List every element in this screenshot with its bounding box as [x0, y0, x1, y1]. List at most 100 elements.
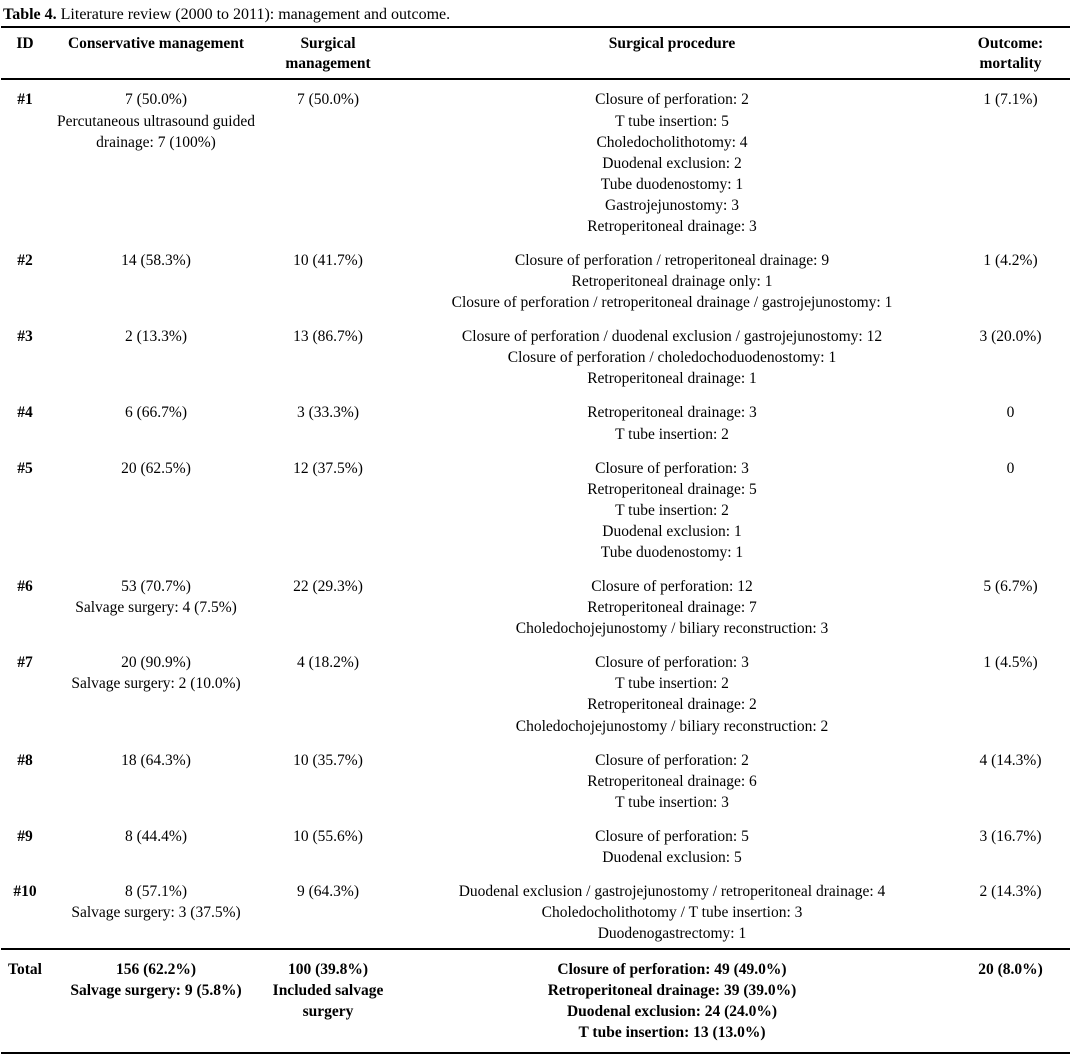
cell-procedures-line: Closure of perforation: 3: [595, 654, 749, 672]
column-header-conservative: Conservative management: [49, 27, 263, 81]
cell-id: #6: [17, 578, 33, 596]
cell-conservative: 6 (66.7%): [49, 393, 263, 448]
cell-surgical: 9 (64.3%): [263, 872, 393, 949]
cell-procedures-line: Retroperitoneal drainage: 3: [587, 404, 757, 422]
cell-procedures-line: Choledochojejunostomy / biliary reconstr…: [515, 717, 829, 735]
cell-outcome-line: 1 (4.2%): [983, 252, 1038, 270]
cell-id: #9: [17, 827, 33, 845]
cell-conservative: 2 (13.3%): [49, 317, 263, 393]
cell-procedures: Closure of perforation: 3 T tube insertio…: [393, 643, 951, 740]
column-header-id: ID: [1, 27, 49, 81]
table-row: #3 2 (13.3%) 13 (86.7%) Closure of perforat…: [1, 317, 1070, 393]
cell-outcome: 3 (20.0%): [951, 317, 1070, 393]
cell-conservative: 20 (90.9%) Salvage surgery: 2 (10.0%): [49, 643, 263, 740]
cell-conservative: 8 (57.1%) Salvage surgery: 3 (37.5%): [49, 872, 263, 949]
cell-procedures-line: Retroperitoneal drainage: 3: [587, 217, 757, 235]
cell-surgical-line: Included salvage surgery: [272, 982, 384, 1021]
cell-id: #10: [13, 882, 37, 900]
cell-surgical-line: 9 (64.3%): [297, 882, 359, 900]
cell-conservative-line: 7 (50.0%): [125, 91, 187, 109]
cell-surgical: 100 (39.8%) Included salvage surgery: [263, 948, 393, 1053]
cell-procedures-line: Retroperitoneal drainage: 2: [587, 696, 757, 714]
cell-procedures-line: Choledocholithotomy: 4: [596, 133, 748, 151]
cell-outcome-line: 3 (20.0%): [979, 328, 1042, 346]
table-caption-text: Literature review (2000 to 2011): manage…: [56, 6, 451, 23]
cell-procedures-line: T tube insertion: 2: [615, 675, 729, 693]
table-total-row: Total 156 (62.2%) Salvage surgery: 9 (5.8%…: [1, 948, 1070, 1053]
cell-procedures-line: Duodenal exclusion: 1: [602, 522, 742, 540]
cell-procedures-line: Closure of perforation / retroperitoneal…: [514, 252, 830, 270]
cell-procedures: Closure of perforation: 5 Duodenal exclus…: [393, 817, 951, 872]
cell-surgical-line: 4 (18.2%): [297, 654, 359, 672]
cell-outcome-line: 5 (6.7%): [983, 578, 1038, 596]
cell-surgical-line: 7 (50.0%): [297, 91, 359, 109]
cell-conservative: 53 (70.7%) Salvage surgery: 4 (7.5%): [49, 567, 263, 643]
cell-procedures: Retroperitoneal drainage: 3 T tube insert…: [393, 393, 951, 448]
cell-conservative-line: 20 (62.5%): [121, 459, 191, 477]
cell-procedures-line: Retroperitoneal drainage: 39 (39.0%): [547, 982, 797, 1000]
table-row: #1 7 (50.0%) Percutaneous ultrasound guide…: [1, 79, 1070, 241]
cell-conservative-line: 14 (58.3%): [121, 252, 191, 270]
cell-outcome: 4 (14.3%): [951, 741, 1070, 817]
cell-procedures-line: Retroperitoneal drainage only: 1: [571, 273, 773, 291]
cell-surgical-line: 3 (33.3%): [297, 404, 359, 422]
cell-outcome: 5 (6.7%): [951, 567, 1070, 643]
cell-procedures-line: Choledochojejunostomy / biliary reconstr…: [515, 620, 829, 638]
column-header-surgical: Surgical management: [263, 27, 393, 81]
cell-conservative-line: 8 (57.1%): [125, 882, 187, 900]
cell-id: #3: [17, 328, 33, 346]
cell-procedures: Closure of perforation: 2 Retroperitoneal…: [393, 741, 951, 817]
cell-surgical: 7 (50.0%): [263, 79, 393, 241]
cell-procedures-line: Closure of perforation: 3: [595, 459, 749, 477]
cell-procedures: Closure of perforation: 12 Retroperitonea…: [393, 567, 951, 643]
cell-id: #7: [17, 654, 33, 672]
cell-surgical: 10 (35.7%): [263, 741, 393, 817]
cell-procedures-line: Tube duodenostomy: 1: [600, 175, 744, 193]
cell-procedures: Duodenal exclusion / gastrojejunostomy /…: [393, 872, 951, 949]
cell-procedures-line: Retroperitoneal drainage: 6: [587, 772, 757, 790]
cell-conservative: 8 (44.4%): [49, 817, 263, 872]
cell-conservative-line: 6 (66.7%): [125, 404, 187, 422]
cell-procedures-line: Duodenal exclusion: 24 (24.0%): [566, 1003, 778, 1021]
cell-surgical-line: 10 (35.7%): [293, 751, 363, 769]
table-caption: Table 4. Literature review (2000 to 2011…: [3, 5, 1070, 24]
cell-conservative: 156 (62.2%) Salvage surgery: 9 (5.8%): [49, 948, 263, 1053]
cell-surgical-line: 13 (86.7%): [293, 328, 363, 346]
cell-procedures-line: Closure of perforation: 5: [595, 827, 749, 845]
cell-conservative: 18 (64.3%): [49, 741, 263, 817]
cell-procedures: Closure of perforation: 2 T tube insertio…: [393, 79, 951, 241]
cell-procedures-line: Closure of perforation / duodenal exclus…: [461, 328, 883, 346]
cell-outcome-line: 3 (16.7%): [979, 827, 1042, 845]
cell-procedures: Closure of perforation: 3 Retroperitoneal…: [393, 449, 951, 567]
column-header-procedure: Surgical procedure: [393, 27, 951, 81]
table-row: #5 20 (62.5%) 12 (37.5%) Closure of perfora…: [1, 449, 1070, 567]
cell-procedures-line: Duodenal exclusion / gastrojejunostomy /…: [458, 882, 886, 900]
cell-procedures-line: Closure of perforation: 49 (49.0%): [557, 961, 787, 979]
cell-outcome-line: 1 (4.5%): [983, 654, 1038, 672]
cell-procedures-line: Duodenal exclusion: 2: [602, 154, 742, 172]
cell-outcome: 0: [951, 393, 1070, 448]
cell-conservative-line: Salvage surgery: 3 (37.5%): [71, 904, 241, 922]
cell-conservative: 14 (58.3%): [49, 241, 263, 317]
cell-conservative: 7 (50.0%) Percutaneous ultrasound guided …: [49, 79, 263, 241]
cell-surgical: 10 (55.6%): [263, 817, 393, 872]
literature-review-table: ID Conservative management Surgical manage…: [1, 26, 1070, 1054]
cell-outcome-line: 0: [1006, 459, 1015, 477]
cell-surgical: 22 (29.3%): [263, 567, 393, 643]
cell-procedures-line: Retroperitoneal drainage: 5: [587, 480, 757, 498]
cell-procedures-line: Closure of perforation: 12: [591, 578, 753, 596]
cell-surgical: 13 (86.7%): [263, 317, 393, 393]
cell-procedures-line: Retroperitoneal drainage: 1: [587, 370, 757, 388]
table-header-row: ID Conservative management Surgical manage…: [1, 27, 1070, 81]
cell-outcome: 1 (7.1%): [951, 79, 1070, 241]
cell-procedures-line: Choledocholithotomy / T tube insertion: …: [541, 904, 803, 922]
cell-procedures-line: T tube insertion: 13 (13.0%): [578, 1024, 766, 1042]
cell-procedures-line: T tube insertion: 2: [615, 425, 729, 443]
cell-surgical-line: 22 (29.3%): [293, 578, 363, 596]
cell-outcome: 3 (16.7%): [951, 817, 1070, 872]
cell-surgical: 12 (37.5%): [263, 449, 393, 567]
cell-conservative-line: 18 (64.3%): [121, 751, 191, 769]
cell-outcome-line: 2 (14.3%): [979, 882, 1042, 900]
table-row: #6 53 (70.7%) Salvage surgery: 4 (7.5%) 22 …: [1, 567, 1070, 643]
cell-surgical-line: 10 (55.6%): [293, 827, 363, 845]
